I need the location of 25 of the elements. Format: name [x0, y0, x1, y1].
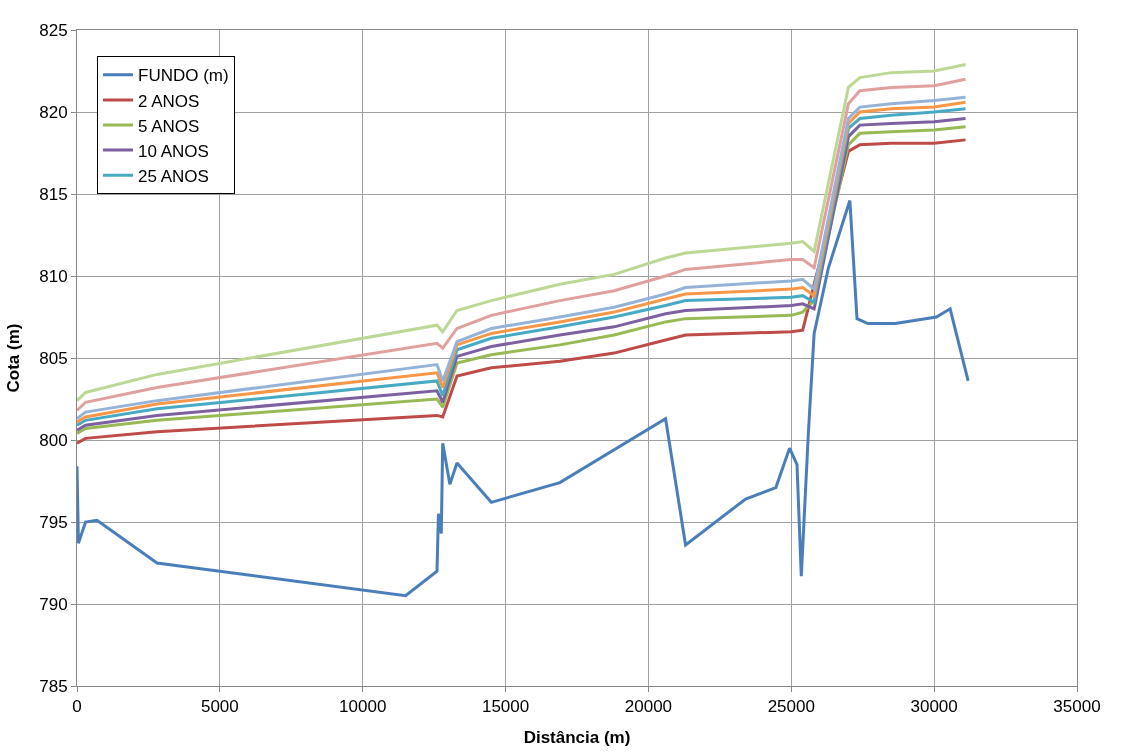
legend-label: 5 ANOS [138, 116, 200, 136]
legend-label: FUNDO (m) [138, 66, 229, 86]
y-tick-label: 815 [39, 184, 68, 204]
x-tick-label: 5000 [200, 697, 239, 717]
line-series [77, 199, 970, 598]
y-tick-label: 790 [39, 594, 68, 614]
x-tick-label: 30000 [910, 697, 958, 717]
y-tick-label: 810 [39, 266, 68, 286]
x-tick-label: 25000 [767, 697, 815, 717]
y-tick-label: 795 [39, 512, 68, 532]
y-tick-label: 825 [39, 20, 68, 40]
x-axis-title: Distância (m) [523, 727, 631, 747]
y-tick-label: 805 [39, 348, 68, 368]
y-tick-label: 820 [39, 102, 68, 122]
y-tick-label: 800 [39, 430, 68, 450]
x-tick-label: 35000 [1053, 697, 1101, 717]
legend-label: 2 ANOS [138, 91, 200, 111]
x-tick-label: 10000 [339, 697, 387, 717]
legend-label: 25 ANOS [138, 166, 209, 186]
y-axis-title: Cota (m) [3, 323, 23, 393]
legend-label: 10 ANOS [138, 141, 209, 161]
x-tick-label: 15000 [481, 697, 530, 717]
x-tick-label: 0 [72, 697, 82, 717]
y-tick-label: 785 [39, 676, 68, 696]
x-tick-label: 20000 [624, 697, 673, 717]
